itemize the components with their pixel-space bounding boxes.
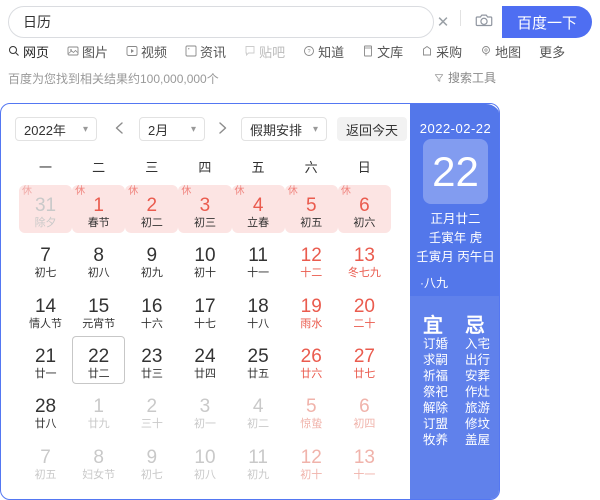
svg-text:?: ?	[308, 49, 311, 55]
